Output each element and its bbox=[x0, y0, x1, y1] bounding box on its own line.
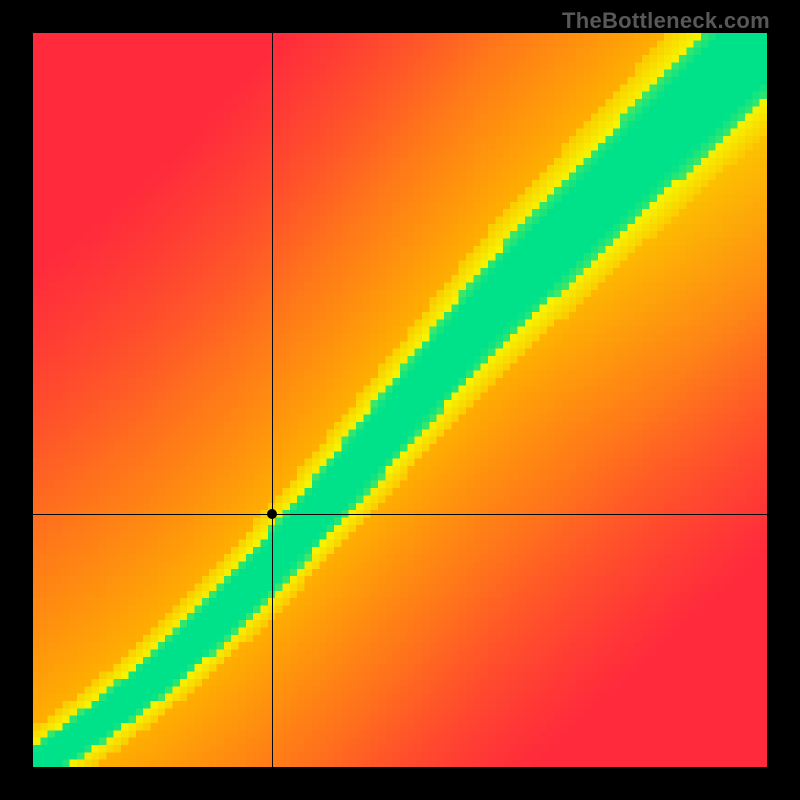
chart-frame: TheBottleneck.com bbox=[0, 0, 800, 800]
heatmap-plot bbox=[33, 33, 767, 767]
crosshair-marker bbox=[267, 509, 277, 519]
crosshair-vertical bbox=[272, 33, 273, 767]
watermark-text: TheBottleneck.com bbox=[562, 8, 770, 34]
heatmap-canvas bbox=[33, 33, 767, 767]
crosshair-horizontal bbox=[33, 514, 767, 515]
